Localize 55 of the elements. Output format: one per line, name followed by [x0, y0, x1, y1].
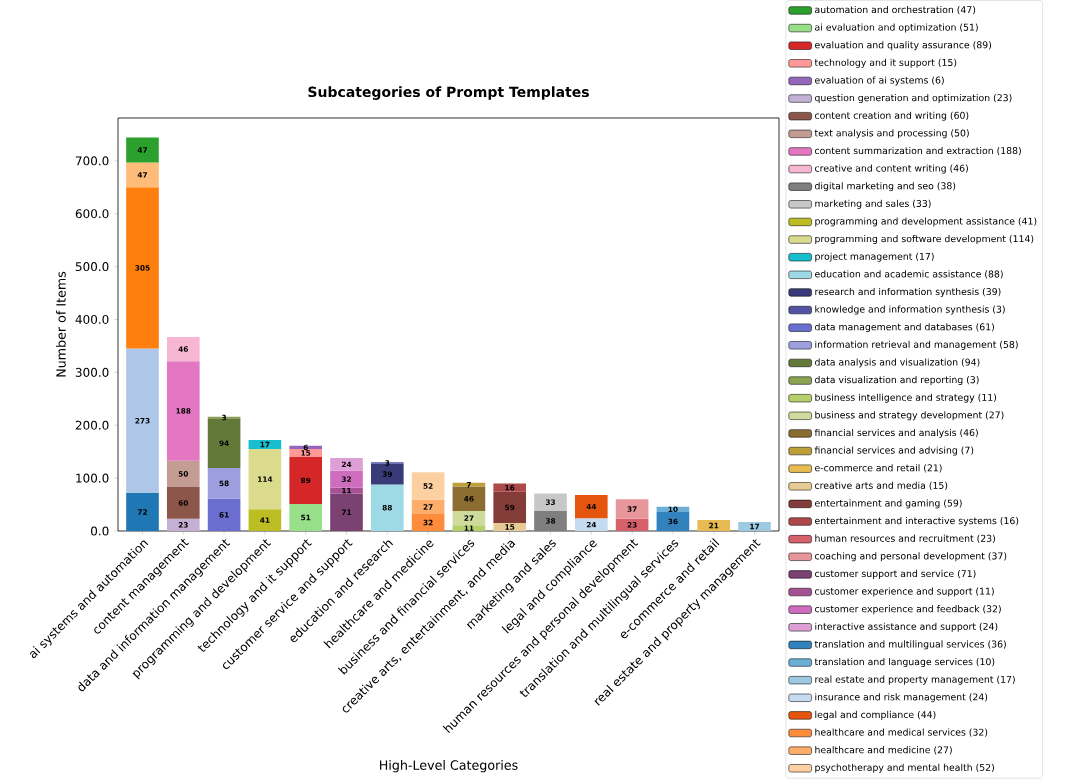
- legend-label: question generation and optimization (23): [815, 94, 1012, 104]
- legend-label: translation and multilingual services (36): [814, 640, 1006, 650]
- legend-label: interactive assistance and support (24): [815, 622, 998, 632]
- y-tick-label: 500.0: [75, 262, 109, 272]
- x-axis-title: High-Level Categories: [380, 760, 518, 773]
- legend-label: information retrieval and management (58): [815, 340, 1018, 350]
- legend-label: programming and development assistance (41): [815, 217, 1037, 227]
- y-tick-label: 100.0: [76, 473, 109, 483]
- legend-label: customer experience and support (11): [815, 587, 994, 597]
- legend-label: translation and language services (10): [814, 657, 995, 668]
- y-tick-label: 0.0: [91, 526, 109, 536]
- legend-label: customer experience and feedback (32): [815, 605, 1001, 615]
- legend-label: psychotherapy and mental health (52): [815, 763, 994, 773]
- y-tick-label: 200.0: [75, 420, 109, 430]
- legend-label: human resources and recruitment (23): [815, 534, 995, 543]
- legend-label: digital marketing and seo (38): [815, 182, 956, 192]
- legend-label: business intelligence and strategy (11): [815, 393, 997, 403]
- y-tick-label: 400.0: [75, 314, 109, 325]
- legend-label: healthcare and medicine (27): [815, 746, 952, 755]
- legend-label: data management and databases (61): [815, 323, 994, 333]
- legend-label: technology and it support (15): [814, 58, 957, 68]
- legend-label: real estate and property management (17): [815, 675, 1015, 685]
- legend-label: content summarization and extraction (188): [815, 146, 1021, 156]
- legend-label: education and academic assistance (88): [815, 270, 1003, 279]
- legend-label: content creation and writing (60): [815, 111, 969, 121]
- legend-label: text analysis and processing (50): [814, 129, 969, 139]
- legend-label: creative arts and media (15): [815, 481, 948, 491]
- legend-label: research and information synthesis (39): [815, 287, 1001, 297]
- legend-label: financial services and advising (7): [814, 446, 974, 456]
- y-axis-title: Number of Items: [55, 271, 66, 377]
- legend-label: insurance and risk management (24): [815, 693, 988, 703]
- legend-label: entertainment and gaming (59): [815, 499, 962, 509]
- y-tick-label: 300.0: [75, 367, 109, 377]
- y-tick-label: 600.0: [75, 209, 109, 219]
- legend-label: entertainment and interactive systems (16): [815, 517, 1019, 527]
- legend-label: programming and software development (114): [815, 235, 1034, 245]
- legend-label: automation and orchestration (47): [815, 5, 976, 15]
- y-tick-label: 700.0: [75, 156, 109, 166]
- legend-label: legal and compliance (44): [815, 710, 936, 720]
- chart-title: Subcategories of Prompt Templates: [308, 86, 589, 100]
- legend-label: e-commerce and retail (21): [815, 464, 942, 473]
- legend-label: data visualization and reporting (3): [815, 376, 979, 386]
- legend-label: data analysis and visualization (94): [815, 358, 980, 368]
- legend-label: creative and content writing (46): [815, 164, 968, 174]
- legend-label: healthcare and medical services (32): [815, 728, 988, 737]
- legend-label: project management (17): [815, 252, 934, 262]
- legend-label: ai evaluation and optimization (51): [815, 23, 978, 33]
- legend-label: evaluation of ai systems (6): [815, 76, 944, 86]
- legend-label: business and strategy development (27): [815, 411, 1004, 421]
- legend-label: marketing and sales (33): [815, 199, 931, 209]
- legend-label: coaching and personal development (37): [815, 552, 1007, 562]
- legend-label: knowledge and information synthesis (3): [815, 305, 1005, 315]
- legend-label: financial services and analysis (46): [814, 428, 978, 438]
- legend-label: evaluation and quality assurance (89): [815, 41, 992, 51]
- legend-label: customer support and service (71): [815, 569, 976, 579]
